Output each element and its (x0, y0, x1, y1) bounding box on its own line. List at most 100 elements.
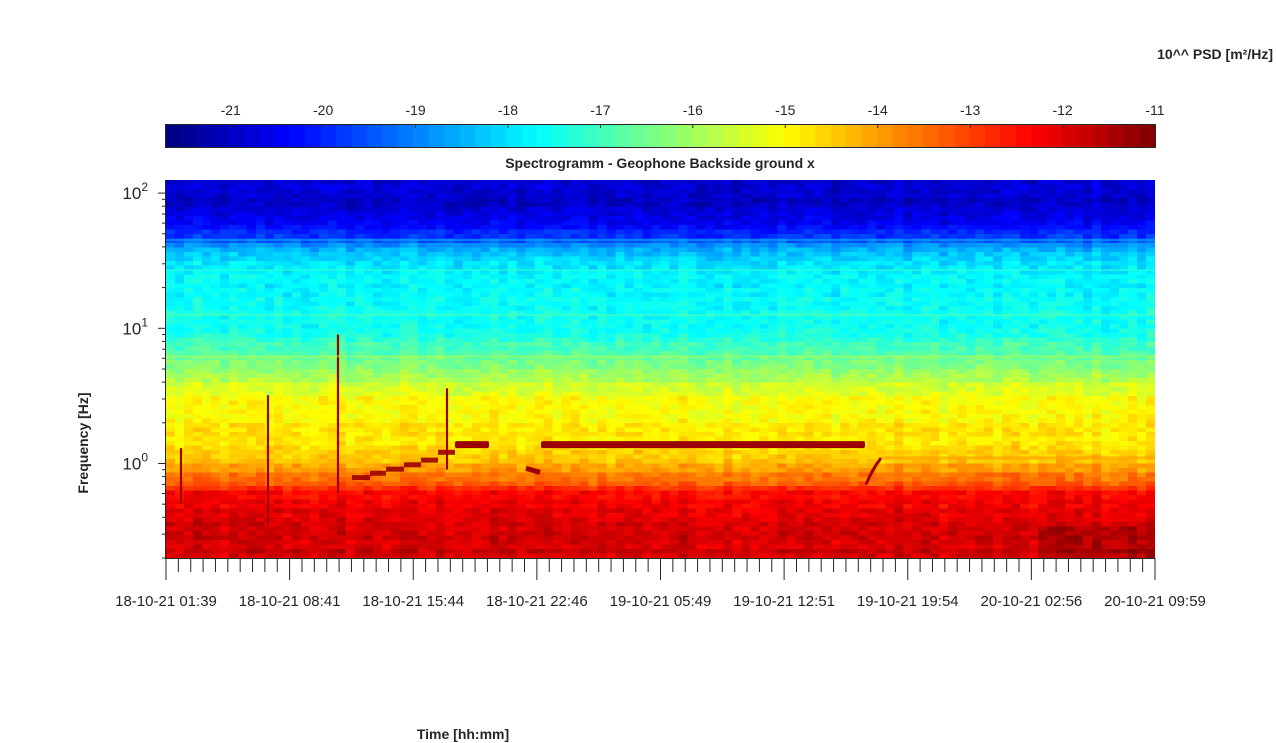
heatmap-cell (570, 315, 581, 321)
heatmap-cell (750, 342, 760, 348)
heatmap-cell (687, 261, 698, 267)
heatmap-cell (1110, 346, 1120, 352)
heatmap-cell (804, 261, 814, 267)
heatmap-cell (1002, 202, 1012, 208)
heatmap-cell (759, 252, 769, 258)
heatmap-cell (1119, 283, 1129, 289)
heatmap-cell (831, 315, 841, 321)
heatmap-cell (408, 216, 419, 222)
heatmap-cell (363, 220, 374, 226)
heatmap-cell (795, 342, 805, 348)
heatmap-cell (948, 229, 958, 235)
heatmap-cell (750, 324, 760, 330)
heatmap-cell (1065, 283, 1075, 289)
heatmap-cell (759, 369, 769, 375)
heatmap-cell (921, 220, 931, 226)
heatmap-cell (462, 342, 473, 348)
heatmap-cell (390, 315, 401, 321)
heatmap-cell (300, 274, 311, 280)
heatmap-cell (768, 351, 778, 357)
heatmap-cell (606, 333, 617, 339)
heatmap-cell (354, 364, 365, 370)
heatmap-cell (166, 333, 176, 339)
colorbar-segment (490, 125, 507, 147)
heatmap-cell (687, 211, 698, 217)
heatmap-cell (1146, 247, 1155, 253)
heatmap-cell (930, 265, 940, 271)
heatmap-cell (255, 342, 266, 348)
heatmap-cell (174, 261, 185, 267)
heatmap-cell (264, 301, 275, 307)
heatmap-cell (723, 180, 734, 186)
heatmap-cell (1092, 373, 1102, 379)
heatmap-cell (948, 238, 958, 244)
heatmap-cell (813, 229, 823, 235)
heatmap-cell (201, 220, 212, 226)
heatmap-cell (552, 364, 563, 370)
heatmap-cell (705, 297, 716, 303)
heatmap-cell (876, 342, 886, 348)
heatmap-cell (471, 274, 482, 280)
heatmap-cell (282, 319, 293, 325)
heatmap-cell (903, 333, 913, 339)
heatmap-cell (858, 189, 868, 195)
heatmap-cell (291, 355, 302, 361)
heatmap-cell (192, 355, 203, 361)
heatmap-cell (219, 216, 230, 222)
heatmap-cell (561, 198, 572, 204)
heatmap-cell (300, 319, 311, 325)
heatmap-cell (1119, 189, 1129, 195)
heatmap-cell (390, 229, 401, 235)
heatmap-cell (993, 256, 1003, 262)
heatmap-cell (471, 328, 482, 334)
heatmap-cell (291, 292, 302, 298)
heatmap-cell (309, 346, 320, 352)
heatmap-cell (525, 337, 536, 343)
heatmap-cell (363, 360, 374, 366)
heatmap-cell (192, 328, 203, 334)
heatmap-cell (741, 292, 752, 298)
heatmap-cell (291, 180, 302, 186)
heatmap-cell (498, 283, 509, 289)
heatmap-cell (255, 211, 266, 217)
heatmap-cell (570, 261, 581, 267)
heatmap-cell (795, 373, 805, 379)
heatmap-cell (363, 328, 374, 334)
heatmap-cell (489, 364, 500, 370)
heatmap-cell (678, 324, 689, 330)
colorbar-segment (1108, 125, 1125, 147)
heatmap-cell (813, 189, 823, 195)
heatmap-cell (867, 252, 877, 258)
heatmap-cell (462, 216, 473, 222)
heatmap-cell (462, 369, 473, 375)
heatmap-cell (876, 225, 886, 231)
heatmap-cell (336, 301, 347, 307)
heatmap-cell (1029, 355, 1039, 361)
heatmap-cell (1146, 360, 1155, 366)
heatmap-cell (759, 229, 769, 235)
heatmap-cell (363, 315, 374, 321)
heatmap-cell (1128, 337, 1138, 343)
heatmap-cell (714, 360, 725, 366)
heatmap-cell (282, 301, 293, 307)
heatmap-cell (723, 238, 734, 244)
heatmap-cell (624, 369, 635, 375)
heatmap-cell (705, 346, 716, 352)
heatmap-cell (462, 288, 473, 294)
heatmap-cell (264, 328, 275, 334)
heatmap-cell (993, 252, 1003, 258)
heatmap-cell (327, 351, 338, 357)
heatmap-cell (1029, 211, 1039, 217)
heatmap-cell (408, 198, 419, 204)
heatmap-cell (435, 319, 446, 325)
heatmap-cell (849, 333, 859, 339)
heatmap-cell (732, 256, 743, 262)
heatmap-cell (399, 184, 410, 190)
heatmap-cell (597, 319, 608, 325)
heatmap-cell (1119, 247, 1129, 253)
colorbar-segment (289, 125, 306, 147)
heatmap-cell (687, 189, 698, 195)
heatmap-cell (786, 328, 796, 334)
heatmap-cell (426, 364, 437, 370)
colorbar-segment (876, 125, 893, 147)
